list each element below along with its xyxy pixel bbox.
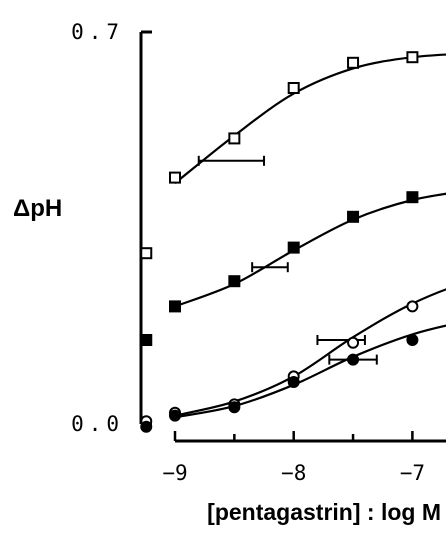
axes	[139, 30, 446, 443]
x-tick-label: −8	[281, 461, 306, 485]
x-tick-label: −9	[162, 461, 187, 485]
y-tick-label: 0.0	[71, 412, 124, 436]
data-point	[347, 210, 360, 223]
data-point	[169, 409, 181, 422]
basal-point	[140, 247, 153, 260]
data-point	[406, 51, 419, 64]
error-bars	[197, 155, 378, 365]
data-point	[406, 300, 419, 313]
fit-curve	[174, 324, 446, 419]
data-point	[169, 171, 181, 184]
data-point	[169, 300, 181, 313]
data-point	[347, 56, 360, 69]
x-tick-label: −7	[400, 461, 425, 485]
data-point	[287, 82, 300, 94]
x-axis-title: [pentagastrin] : log M	[207, 499, 441, 525]
fit-curves	[174, 53, 446, 419]
data-point	[287, 376, 300, 388]
data-point	[406, 334, 419, 346]
basal-point	[140, 334, 153, 346]
basal-point	[140, 420, 153, 433]
data-points	[140, 51, 419, 433]
y-axis-title: ΔpH	[13, 195, 62, 222]
data-point	[228, 275, 241, 288]
y-tick-label: 0.7	[71, 20, 124, 44]
data-point	[228, 132, 241, 145]
data-point	[406, 191, 419, 204]
fit-curve	[174, 288, 446, 417]
tick-labels: −9−8−7−60.00.7	[71, 20, 425, 485]
data-point	[287, 241, 300, 254]
data-point	[347, 336, 360, 349]
data-point	[347, 353, 360, 366]
fit-curve	[174, 53, 446, 185]
fit-curve	[174, 192, 446, 308]
data-point	[228, 401, 241, 414]
